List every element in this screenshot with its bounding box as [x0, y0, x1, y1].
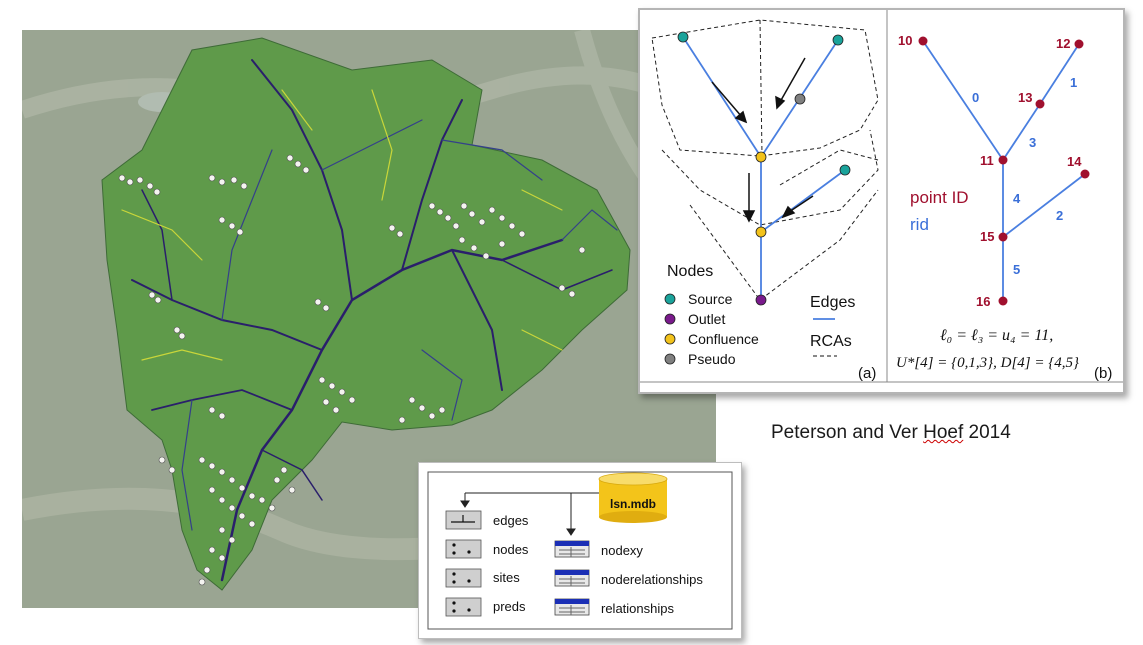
outlet-node [755, 294, 767, 306]
feature-class-label: nodes [493, 542, 529, 557]
point-id-label: 16 [976, 294, 990, 309]
legend-rid: rid [910, 215, 929, 234]
source-node [677, 31, 689, 43]
feature-class-label: edges [493, 513, 529, 528]
legend-confluence-label: Confluence [688, 331, 759, 347]
pseudo-node [794, 93, 806, 105]
sites-icon [445, 568, 482, 588]
legend-edges-title: Edges [810, 294, 855, 311]
point-id-label: 13 [1018, 90, 1032, 105]
point-14 [1080, 169, 1090, 179]
rid-label: 5 [1013, 262, 1020, 277]
citation-year: 2014 [968, 422, 1011, 443]
citation: Peterson and Ver Hoef 2014 [771, 422, 1011, 444]
rid-label: 0 [972, 90, 979, 105]
legend-confluence-swatch [664, 333, 676, 345]
watershed-map [22, 30, 716, 608]
source-node [832, 34, 844, 46]
network-diagram-panel: Nodes Source Outlet Confluence Pseudo Ed… [638, 8, 1125, 394]
formula-line-1: ℓ₀ = ℓ₃ = u₄ = 11, [940, 327, 1053, 344]
panel-label-b: (b) [1094, 365, 1112, 382]
legend-point-id: point ID [910, 188, 969, 207]
legend-outlet-swatch [664, 313, 676, 325]
legend-outlet-label: Outlet [688, 311, 725, 327]
point-12 [1074, 39, 1084, 49]
watershed-area [101, 37, 631, 591]
table-label: noderelationships [601, 572, 703, 587]
nodes-a [677, 31, 851, 306]
point-11 [998, 155, 1008, 165]
point-id-label: 12 [1056, 36, 1070, 51]
legend-nodes-title: Nodes [667, 263, 713, 280]
point-id-label: 15 [980, 229, 994, 244]
rca-boundaries [651, 19, 879, 301]
rid-label: 3 [1029, 135, 1036, 150]
panel-label-a: (a) [858, 365, 876, 382]
database-label: lsn.mdb [610, 497, 656, 511]
feature-class-icons [445, 510, 482, 617]
point-13 [1035, 99, 1045, 109]
nodes-icon [445, 539, 482, 559]
table-label: relationships [601, 601, 674, 616]
point-16 [998, 296, 1008, 306]
stream-network-map [22, 30, 716, 608]
lsn-schema-panel: lsn.mdb edges nodes sites preds [418, 462, 742, 639]
point-10 [918, 36, 928, 46]
stream-lines [121, 59, 618, 582]
legend-pseudo-swatch [664, 353, 676, 365]
point-nodes-b [918, 36, 1090, 306]
legend-source-label: Source [688, 291, 733, 307]
point-id-label: 10 [898, 33, 912, 48]
confluence-node [755, 151, 767, 163]
legend-rcas-title: RCAs [810, 333, 852, 350]
citation-authors: Peterson and Ver [771, 422, 918, 443]
point-id-label: 14 [1067, 154, 1082, 169]
confluence-node [755, 226, 767, 238]
edges-a [682, 36, 846, 300]
feature-class-label: sites [493, 570, 520, 585]
edges-b [922, 40, 1086, 301]
site-points [118, 154, 586, 586]
formula-line-2: U*[4] = {0,1,3}, D[4] = {4,5} [896, 355, 1079, 371]
rid-label: 4 [1013, 191, 1021, 206]
rid-label: 2 [1056, 208, 1063, 223]
network-diagram: Nodes Source Outlet Confluence Pseudo Ed… [640, 10, 1123, 383]
table-label: nodexy [601, 543, 643, 558]
source-node [839, 164, 851, 176]
point-15 [998, 232, 1008, 242]
schema-frame [427, 471, 733, 630]
rid-label: 1 [1070, 75, 1077, 90]
table-icons [554, 540, 590, 616]
legend-source-swatch [664, 293, 676, 305]
schema-connectors [460, 492, 599, 536]
feature-class-label: preds [493, 599, 526, 614]
database-icon [598, 472, 668, 523]
preds-icon [445, 597, 482, 617]
legend-pseudo-label: Pseudo [688, 351, 736, 367]
point-id-label: 11 [980, 153, 994, 168]
flow-arrows [711, 57, 814, 223]
lsn-schema: lsn.mdb edges nodes sites preds [427, 471, 733, 630]
citation-flagged-word: Hoef [923, 422, 964, 443]
